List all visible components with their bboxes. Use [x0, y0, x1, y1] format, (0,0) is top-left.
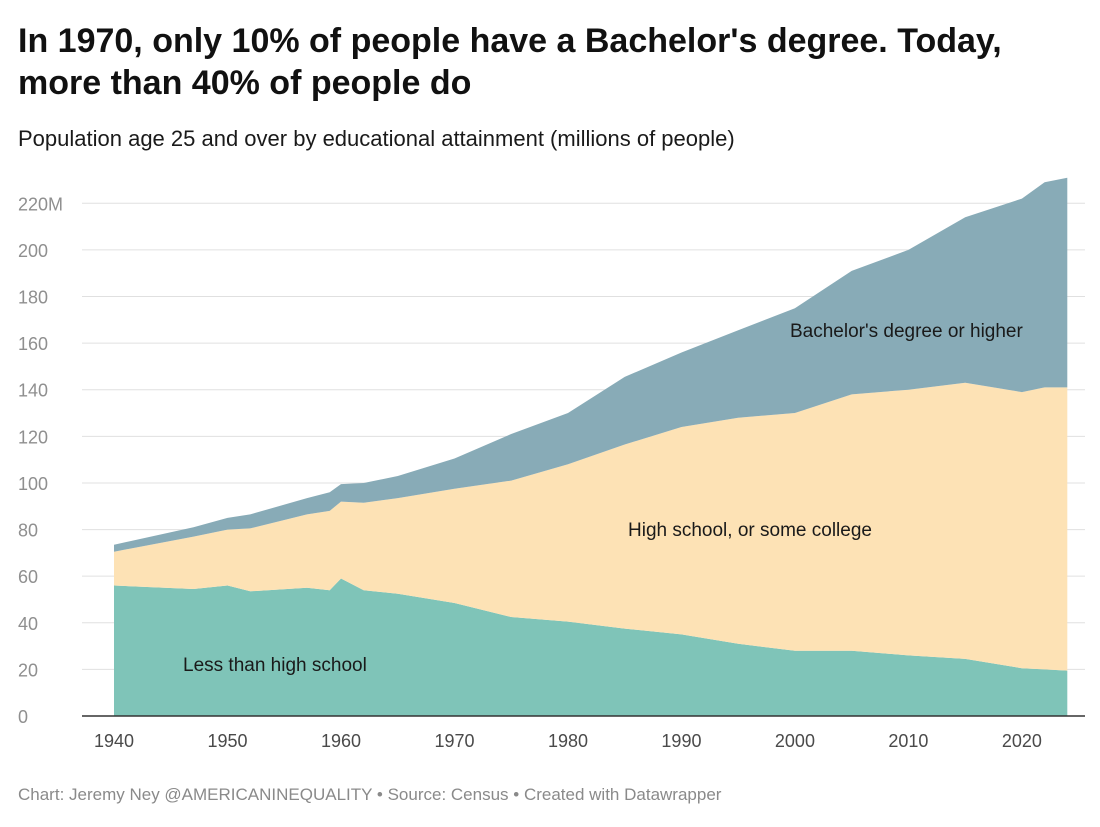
- label-high-school-some-college: High school, or some college: [628, 520, 872, 541]
- y-tick-label: 40: [18, 614, 38, 634]
- y-tick-label: 100: [18, 474, 48, 494]
- chart-title: In 1970, only 10% of people have a Bache…: [18, 22, 1002, 102]
- label-less-than-high-school: Less than high school: [183, 655, 367, 676]
- y-tick-label: 160: [18, 334, 48, 354]
- area-bachelors-or-higher: [114, 177, 1068, 552]
- y-tick-label: 140: [18, 381, 48, 401]
- y-tick-label: 180: [18, 288, 48, 308]
- area-high-school-some-college: [114, 382, 1068, 671]
- area-layers: [114, 177, 1068, 716]
- chart-credit: Chart: Jeremy Ney @AMERICANINEQUALITY: [18, 785, 373, 804]
- y-tick-label: 200: [18, 241, 48, 261]
- chart-footer: Chart: Jeremy Ney @AMERICANINEQUALITY • …: [18, 785, 721, 805]
- footer-separator: •: [508, 785, 524, 804]
- x-tick-label: 2010: [888, 731, 928, 751]
- x-tick-label: 1980: [548, 731, 588, 751]
- x-tick-label: 1960: [321, 731, 361, 751]
- x-tick-label: 1970: [434, 731, 474, 751]
- axes: 0 20 40 60 80 100 120 140 160 180 200 220M 1940 1950 1…: [18, 194, 1085, 751]
- y-tick-label: 80: [18, 521, 38, 541]
- chart-subtitle: Population age 25 and over by educationa…: [18, 126, 735, 151]
- source-note: Source: Census: [387, 785, 509, 804]
- x-tick-label: 1950: [208, 731, 248, 751]
- y-tick-label: 20: [18, 660, 38, 680]
- y-tick-label: 60: [18, 567, 38, 587]
- x-tick-label: 2020: [1002, 731, 1042, 751]
- y-tick-label: 220M: [18, 194, 63, 214]
- label-bachelors-or-higher: Bachelor's degree or higher: [790, 321, 1023, 342]
- stacked-area-chart: 0 20 40 60 80 100 120 140 160 180 200 220M 1940 1950 1…: [18, 177, 1085, 751]
- y-tick-label: 0: [18, 707, 28, 727]
- x-tick-label: 2000: [775, 731, 815, 751]
- x-tick-label: 1990: [661, 731, 701, 751]
- x-tick-label: 1940: [94, 731, 134, 751]
- footer-separator: •: [372, 785, 388, 804]
- created-with-note: Created with Datawrapper: [523, 785, 722, 804]
- y-tick-label: 120: [18, 427, 48, 447]
- area-labels: Bachelor's degree or higher High school,…: [183, 321, 1023, 676]
- area-less-than-high-school: [114, 578, 1068, 716]
